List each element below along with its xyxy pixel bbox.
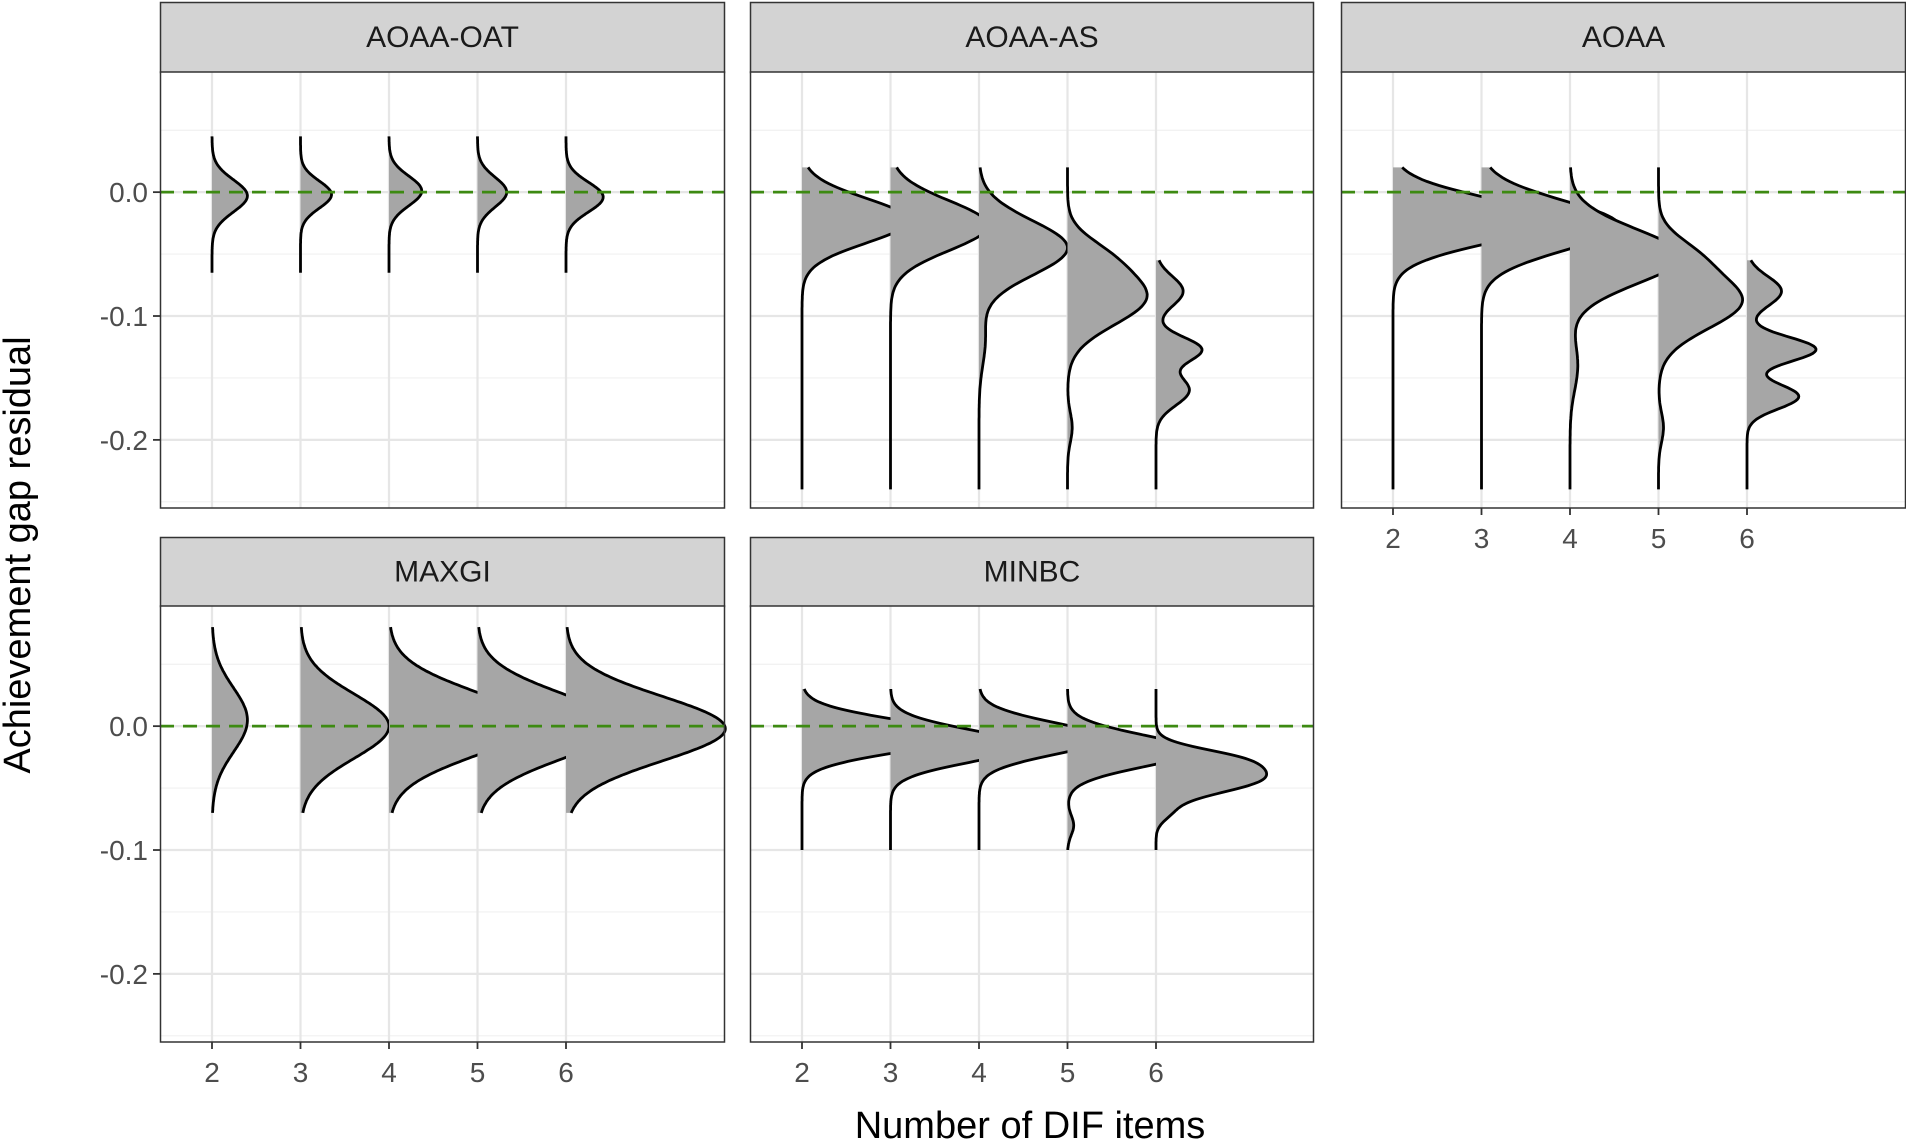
density-fill-3 <box>890 689 1024 850</box>
facet-aoaa-as: AOAA-AS <box>749 1 1315 509</box>
density-fill-4 <box>1570 167 1681 490</box>
x-tick-label: 6 <box>1148 1057 1164 1088</box>
y-tick-label: -0.2 <box>100 959 148 990</box>
x-tick-label: 4 <box>381 1057 397 1088</box>
facet-strip <box>1340 1 1906 74</box>
density-outline-3 <box>299 136 333 273</box>
density-fill-3 <box>890 167 988 490</box>
x-tick-label: 3 <box>293 1057 309 1088</box>
y-tick-label: -0.2 <box>100 425 148 456</box>
x-tick-label: 2 <box>794 1057 810 1088</box>
density-fill-6 <box>566 627 726 813</box>
density-fill-4 <box>979 167 1068 490</box>
facet-minbc: MINBC 2 3 4 5 6 <box>749 536 1315 1088</box>
x-axis-title: Number of DIF items <box>855 1105 1206 1147</box>
x-tick-label: 4 <box>1562 523 1578 554</box>
density-outline-4 <box>977 167 1069 490</box>
density-fill-6 <box>1156 689 1267 850</box>
x-tick-label: 2 <box>204 1057 220 1088</box>
density-fill-6 <box>1156 260 1202 490</box>
density-fill-6 <box>566 136 604 273</box>
facet-strip <box>159 1 726 74</box>
density-fill-2 <box>212 627 248 813</box>
facet-strip-label: MAXGI <box>394 556 491 589</box>
panel-border <box>159 71 726 509</box>
density-fill-4 <box>389 136 422 273</box>
facet-strip-label: AOAA-OAT <box>366 21 519 54</box>
density-fill-3 <box>300 136 332 273</box>
panel-background <box>750 72 1314 508</box>
density-fill-5 <box>477 136 507 273</box>
facet-strip <box>749 536 1315 608</box>
x-tick-label: 5 <box>470 1057 486 1088</box>
density-outline-6 <box>564 136 605 273</box>
density-outline-6 <box>1154 259 1204 490</box>
panel-border <box>749 605 1315 1043</box>
density-outline-2 <box>800 688 963 850</box>
facet-maxgi: MAXGI 0.0 -0.1 -0.2 2 3 4 5 6 <box>100 536 727 1088</box>
facet-strip-label: MINBC <box>984 556 1081 589</box>
facet-aoaa: AOAA 2 3 4 5 6 <box>1340 1 1906 554</box>
density-fill-2 <box>1393 167 1553 490</box>
x-tick-label: 5 <box>1651 523 1667 554</box>
panel-background <box>160 606 725 1042</box>
density-fill-5 <box>1658 167 1743 490</box>
density-fill-3 <box>1481 167 1619 490</box>
facet-strip-label: AOAA-AS <box>965 21 1098 54</box>
density-outline-6 <box>1745 259 1818 490</box>
density-outline-4 <box>1568 167 1683 490</box>
x-tick-label: 2 <box>1385 523 1401 554</box>
density-outline-2 <box>211 627 249 813</box>
density-outline-3 <box>889 689 1025 850</box>
x-tick-label: 5 <box>1060 1057 1076 1088</box>
density-outline-2 <box>210 136 249 273</box>
facet-strip <box>159 536 726 608</box>
x-tick-label: 6 <box>558 1057 574 1088</box>
density-fill-4 <box>389 627 531 813</box>
y-axis-title: Achievement gap residual <box>0 336 39 773</box>
density-outline-6 <box>565 626 727 814</box>
density-outline-5 <box>476 136 509 273</box>
density-outline-5 <box>1066 167 1149 490</box>
facet-strip-label: AOAA <box>1582 21 1665 54</box>
x-tick-label: 4 <box>971 1057 987 1088</box>
x-tick-label: 6 <box>1739 523 1755 554</box>
density-outline-5 <box>1066 689 1193 850</box>
density-outline-4 <box>387 136 424 273</box>
panel-background <box>750 606 1314 1042</box>
panel-border <box>159 605 726 1043</box>
facet-aoaa-oat: AOAA-OAT 0.0 -0.1 -0.2 <box>100 1 726 509</box>
y-tick-label: -0.1 <box>100 301 148 332</box>
panel-background <box>160 72 725 508</box>
density-fill-6 <box>1747 260 1816 490</box>
density-outline-3 <box>299 626 391 814</box>
density-fill-2 <box>802 167 909 490</box>
panel-border <box>749 71 1315 509</box>
y-tick-label: -0.1 <box>100 835 148 866</box>
y-tick-label: 0.0 <box>109 711 148 742</box>
density-outline-5 <box>1657 167 1745 490</box>
density-outline-4 <box>977 688 1105 850</box>
x-tick-label: 3 <box>1474 523 1490 554</box>
x-tick-label: 3 <box>883 1057 899 1088</box>
density-outline-6 <box>1154 689 1268 850</box>
y-tick-label: 0.0 <box>109 177 148 208</box>
